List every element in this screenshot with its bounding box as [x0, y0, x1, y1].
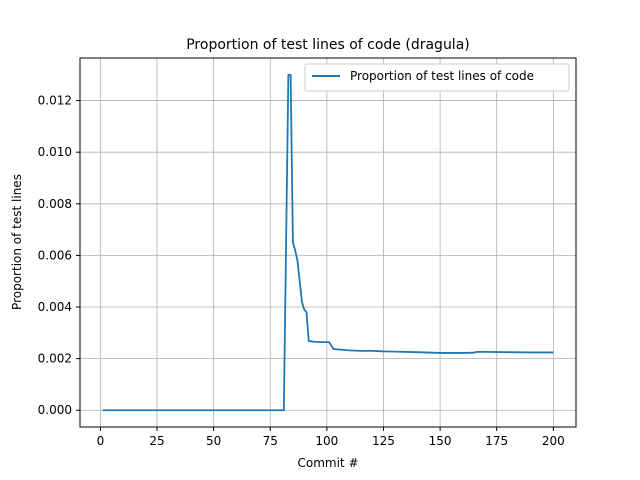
y-tick-label: 0.002	[38, 352, 72, 366]
x-axis: 0 25 50 75 100 125 150 175 200	[97, 427, 565, 448]
x-tick-label: 200	[542, 434, 565, 448]
y-tick-label: 0.006	[38, 248, 72, 262]
chart-title: Proportion of test lines of code (dragul…	[186, 37, 470, 53]
x-tick-label: 175	[485, 434, 508, 448]
x-tick-label: 75	[263, 434, 278, 448]
legend: Proportion of test lines of code	[305, 64, 569, 91]
y-tick-label: 0.010	[38, 145, 72, 159]
x-tick-label: 25	[149, 434, 164, 448]
x-tick-label: 0	[97, 434, 105, 448]
x-axis-label: Commit #	[297, 456, 358, 470]
x-tick-label: 100	[315, 434, 338, 448]
y-axis-label: Proportion of test lines	[10, 174, 24, 310]
legend-label: Proportion of test lines of code	[350, 69, 534, 83]
y-tick-label: 0.004	[38, 300, 72, 314]
series-line	[103, 75, 554, 410]
x-tick-label: 125	[372, 434, 395, 448]
plot-frame	[80, 58, 576, 427]
grid-lines	[80, 58, 576, 427]
y-tick-label: 0.008	[38, 197, 72, 211]
y-axis: 0.000 0.002 0.004 0.006 0.008 0.010 0.012	[38, 94, 80, 418]
series-layer	[103, 75, 554, 410]
y-tick-label: 0.000	[38, 403, 72, 417]
y-tick-label: 0.012	[38, 94, 72, 108]
x-tick-label: 50	[206, 434, 221, 448]
x-tick-label: 150	[429, 434, 452, 448]
